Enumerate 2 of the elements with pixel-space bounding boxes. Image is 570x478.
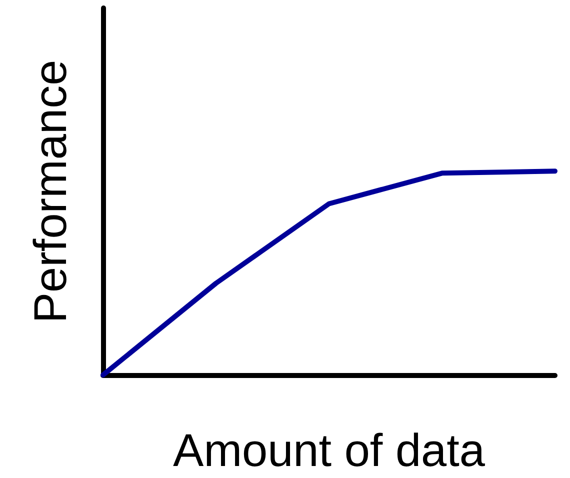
x-axis-title: Amount of data	[173, 424, 486, 476]
y-axis-title: Performance	[24, 60, 76, 324]
